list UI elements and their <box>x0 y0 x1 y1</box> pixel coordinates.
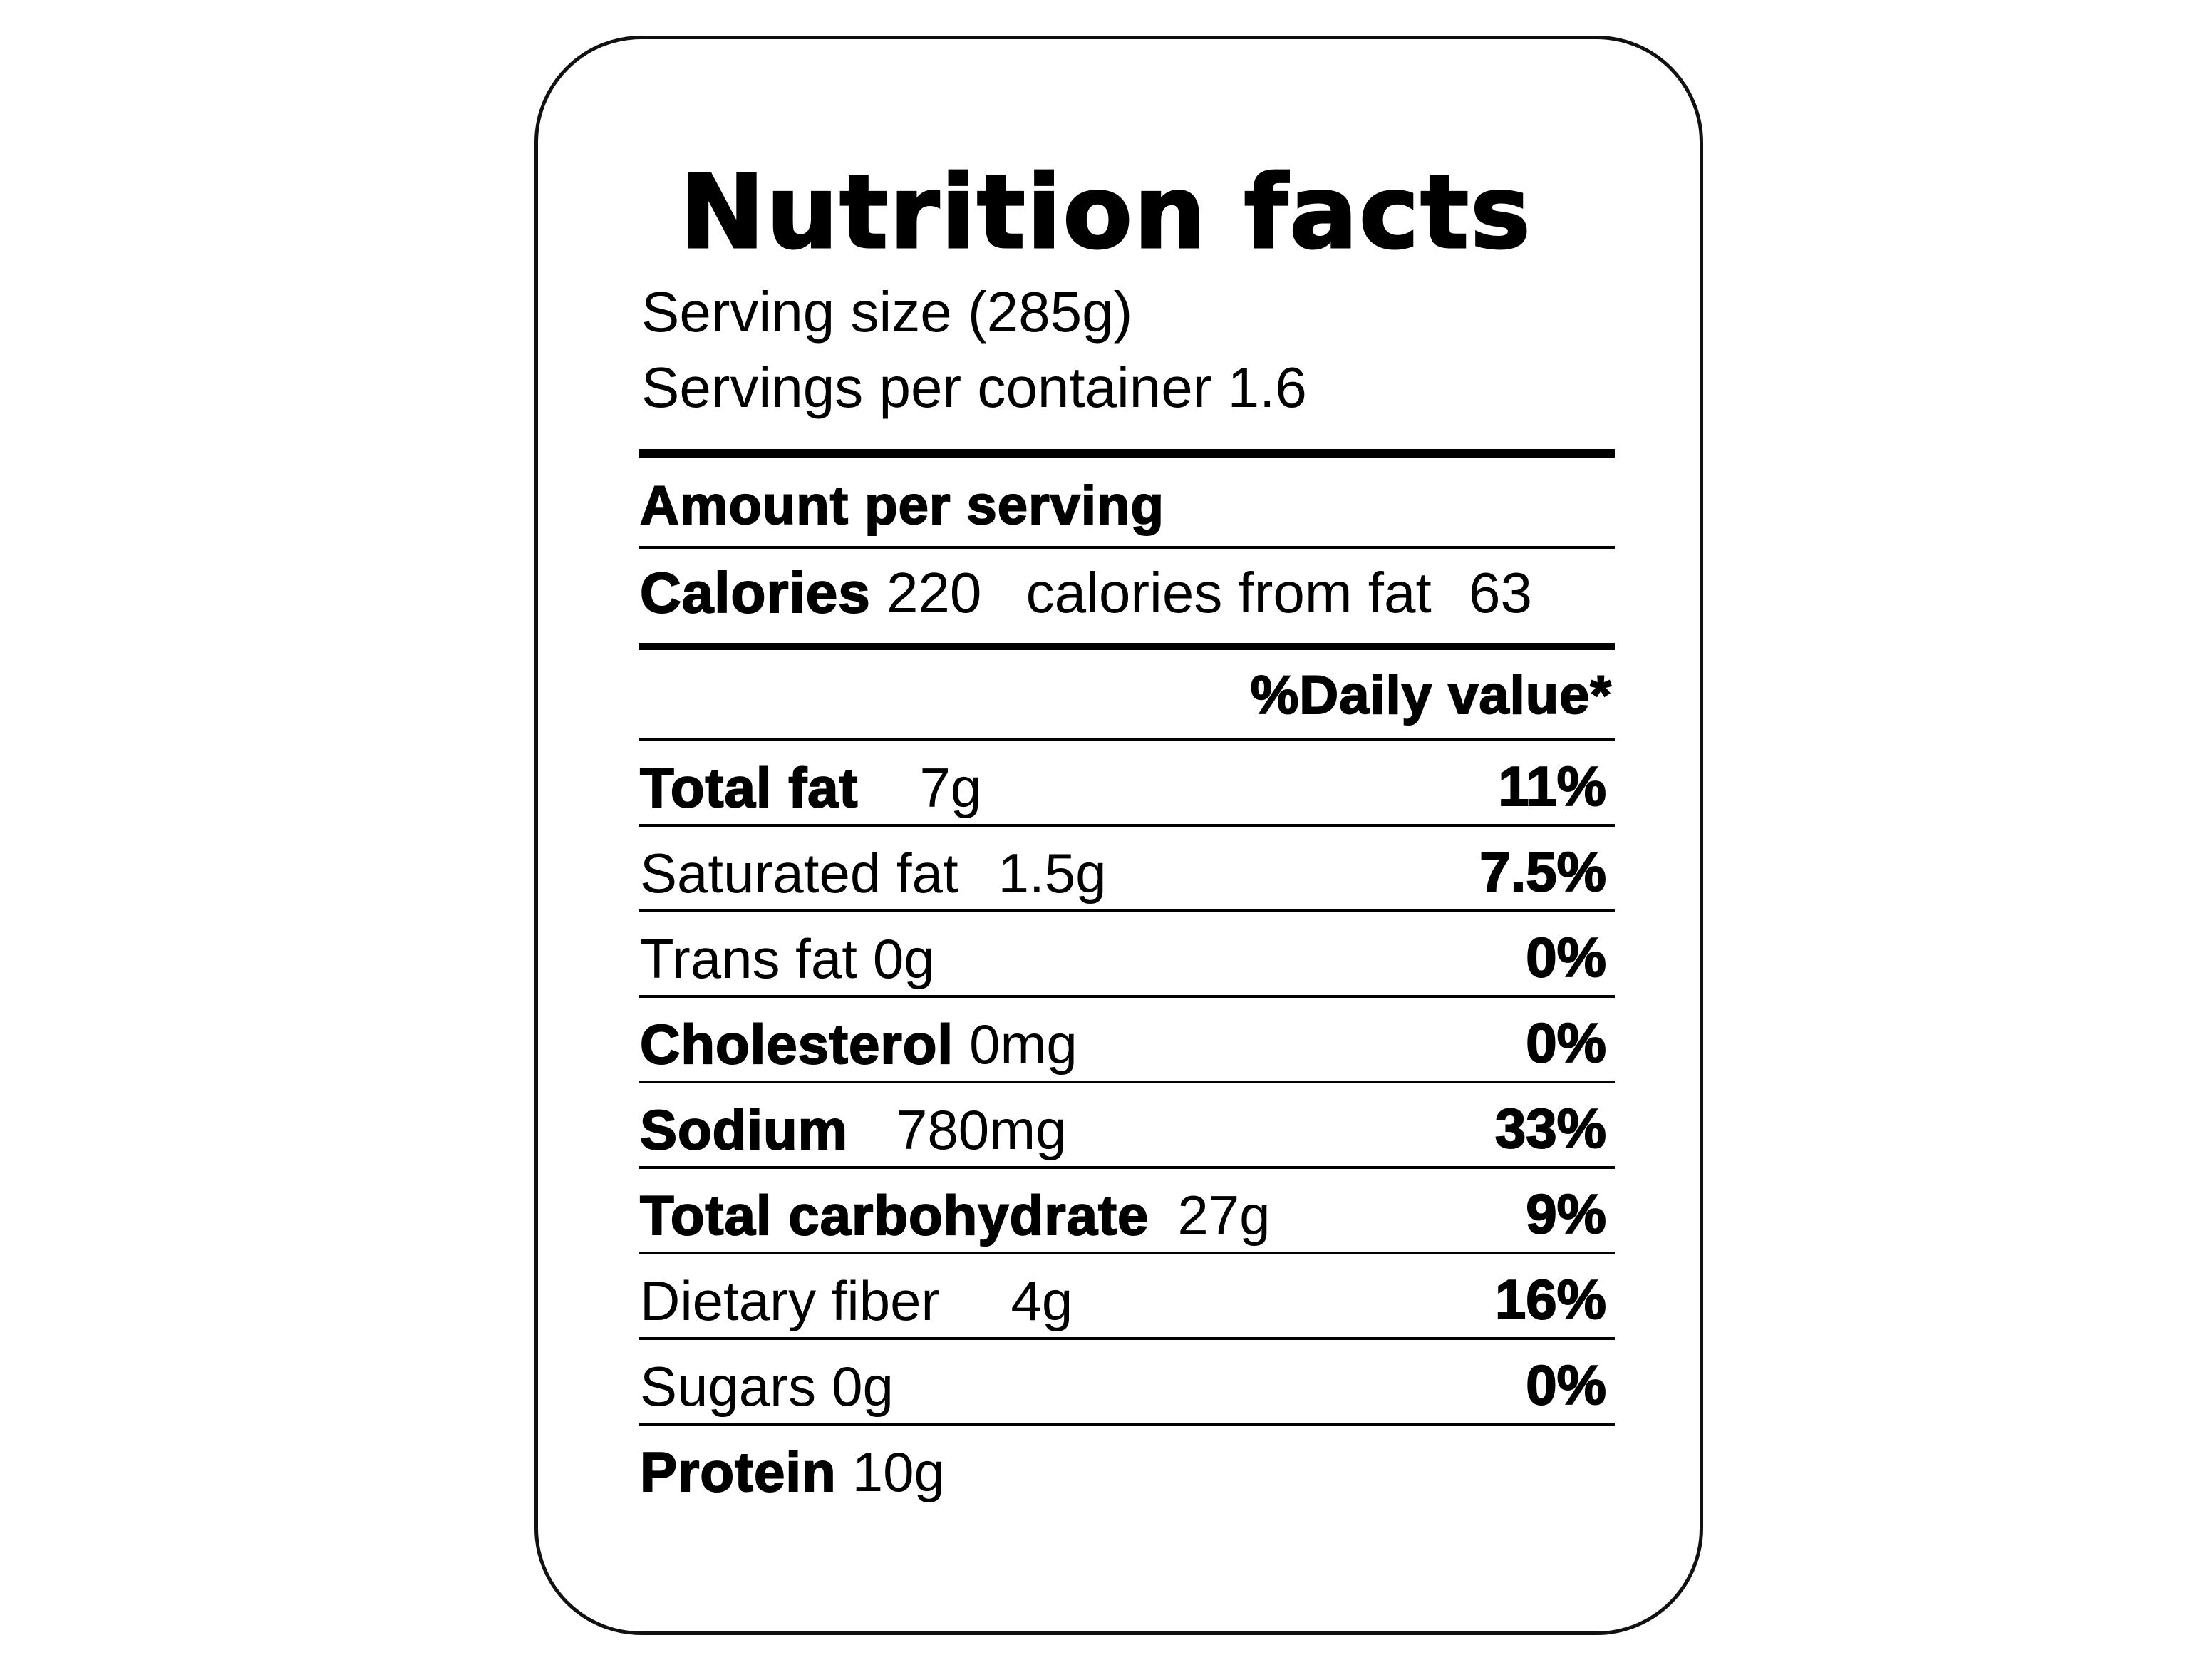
nutrient-row-trans-fat: Trans fat 0g 0% <box>639 912 1615 998</box>
divider <box>639 738 1615 741</box>
calories-label: Calories <box>639 561 871 624</box>
nutrient-row-protein: Protein 10g <box>639 1426 1615 1508</box>
nutrition-label-card <box>534 36 1703 1635</box>
daily-value-header: %Daily value* <box>1250 665 1612 726</box>
nutrient-row-cholesterol: Cholesterol 0mg 0% <box>639 998 1615 1083</box>
thick-divider <box>639 643 1615 650</box>
nutrient-label: Total carbohydrate <box>639 1184 1149 1247</box>
nutrient-percent: 0% <box>1525 1011 1607 1074</box>
nutrient-percent: 9% <box>1525 1182 1607 1245</box>
amount-per-serving-heading: Amount per serving <box>639 475 1164 536</box>
nutrient-row-total-carbohydrate: Total carbohydrate 27g 9% <box>639 1169 1615 1254</box>
nutrient-percent: 0% <box>1525 926 1607 989</box>
nutrient-amount: 0mg <box>969 1013 1077 1076</box>
calories-from-fat-label: calories from fat <box>1025 561 1432 624</box>
nutrient-label: Total fat <box>639 756 859 819</box>
nutrient-amount: 10g <box>852 1440 945 1503</box>
nutrient-row-sodium: Sodium 780mg 33% <box>639 1083 1615 1169</box>
nutrient-table: Total fat 7g 11% Saturated fat 1.5g 7.5% T… <box>639 741 1615 1508</box>
nutrient-row-saturated-fat: Saturated fat 1.5g 7.5% <box>639 827 1615 912</box>
serving-size: Serving size (285g) <box>641 280 1133 344</box>
nutrient-percent: 16% <box>1494 1268 1607 1331</box>
nutrient-percent: 7.5% <box>1479 840 1607 903</box>
nutrient-amount: 4g <box>1011 1269 1073 1332</box>
calories-row: Calories 220 calories from fat 63 <box>639 561 1532 624</box>
nutrient-amount: 1.5g <box>998 842 1107 904</box>
servings-per-container: Servings per container 1.6 <box>641 356 1307 419</box>
calories-from-fat-value: 63 <box>1468 561 1532 624</box>
nutrient-amount: 0g <box>872 927 935 990</box>
nutrient-label: Sodium <box>639 1098 848 1161</box>
nutrient-percent: 0% <box>1525 1354 1607 1416</box>
divider <box>639 546 1615 549</box>
nutrient-amount: 27g <box>1177 1184 1271 1247</box>
nutrient-label: Saturated fat <box>640 842 958 904</box>
nutrient-row-total-fat: Total fat 7g 11% <box>639 741 1615 827</box>
nutrient-amount: 0g <box>832 1355 894 1418</box>
nutrient-amount: 7g <box>919 756 982 819</box>
nutrient-label: Trans fat <box>640 927 857 990</box>
nutrient-label: Sugars <box>640 1355 817 1418</box>
nutrient-row-dietary-fiber: Dietary fiber 4g 16% <box>639 1254 1615 1340</box>
nutrient-row-sugars: Sugars 0g 0% <box>639 1340 1615 1426</box>
thick-divider <box>639 449 1615 458</box>
calories-value: 220 <box>886 561 982 624</box>
nutrient-percent: 11% <box>1497 755 1607 818</box>
nutrient-amount: 780mg <box>896 1098 1067 1161</box>
nutrient-label: Cholesterol <box>639 1013 954 1076</box>
nutrient-label: Protein <box>639 1440 837 1503</box>
nutrient-label: Dietary fiber <box>640 1269 940 1332</box>
nutrient-percent: 33% <box>1494 1097 1607 1160</box>
label-title: Nutrition facts <box>679 154 1532 272</box>
